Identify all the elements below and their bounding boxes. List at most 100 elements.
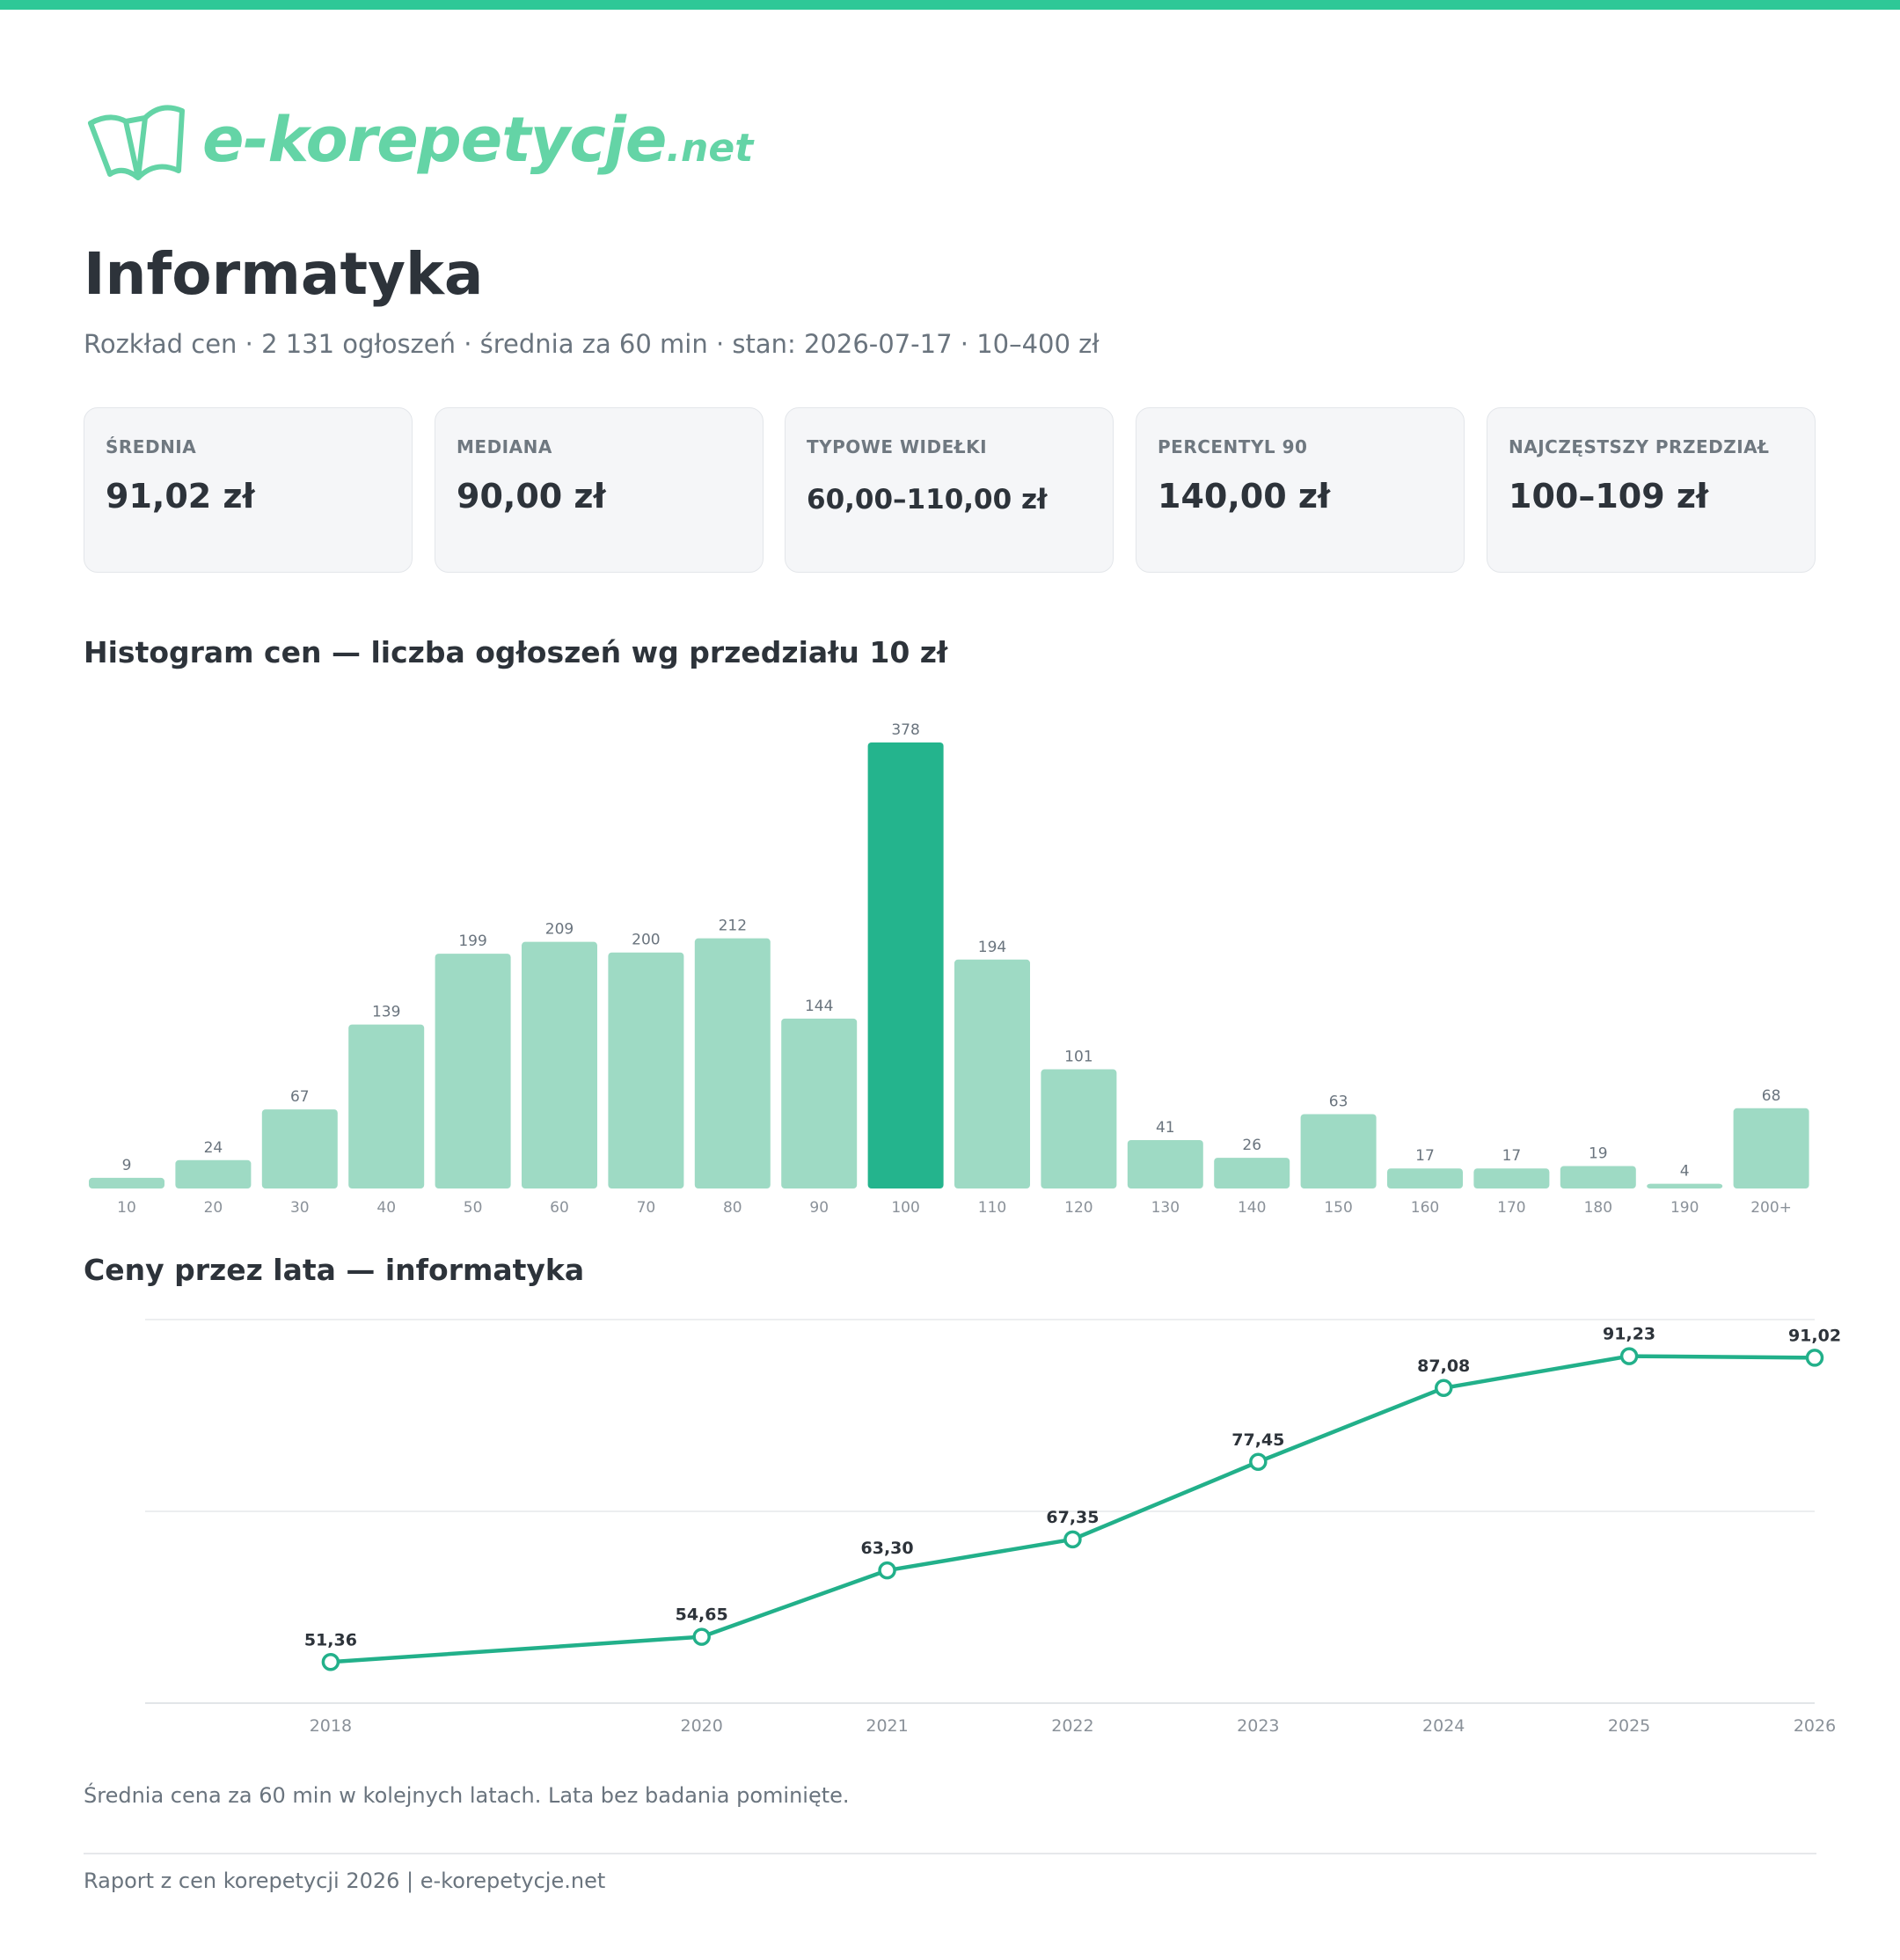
histogram-bar: [261, 1109, 338, 1188]
bar-value-label: 200: [632, 932, 660, 949]
x-tick-label: 2020: [680, 1716, 722, 1736]
page-subtitle: Rozkład cen · 2 131 ogłoszeń · średnia z…: [84, 329, 1100, 359]
data-point: [1619, 1347, 1639, 1365]
chart-caption: Średnia cena za 60 min w kolejnych latac…: [84, 1783, 850, 1808]
stat-label: NAJCZĘSTSZY PRZEDZIAŁ: [1509, 436, 1770, 457]
data-point: [1249, 1452, 1268, 1472]
point-value-label: 54,65: [676, 1605, 728, 1625]
histogram-bar: [1041, 1069, 1117, 1188]
footer-divider: [84, 1853, 1816, 1854]
bar-value-label: 26: [1242, 1137, 1261, 1154]
point-value-label: 91,23: [1603, 1325, 1655, 1344]
stat-value: 100–109 zł: [1509, 477, 1709, 516]
bar-value-label: 4: [1680, 1163, 1690, 1181]
bar-value-label: 24: [204, 1139, 223, 1157]
x-tick-label: 70: [637, 1199, 656, 1217]
histogram-bar: [1387, 1168, 1463, 1188]
x-tick-label: 2025: [1608, 1716, 1650, 1736]
x-tick-label: 90: [809, 1199, 829, 1217]
x-tick-label: 2021: [866, 1716, 908, 1736]
x-tick-label: 120: [1064, 1199, 1092, 1217]
stat-card-median: MEDIANA 90,00 zł: [435, 407, 764, 573]
histogram-title: Histogram cen — liczba ogłoszeń wg przed…: [84, 635, 948, 669]
stat-card-most-common-range: NAJCZĘSTSZY PRZEDZIAŁ 100–109 zł: [1487, 407, 1816, 573]
bar-value-label: 199: [458, 932, 486, 950]
stat-label: TYPOWE WIDEŁKI: [807, 436, 988, 457]
histogram-bar: [867, 742, 944, 1188]
stat-value: 90,00 zł: [457, 477, 606, 516]
stat-card-typical-range: TYPOWE WIDEŁKI 60,00–110,00 zł: [785, 407, 1114, 573]
bar-value-label: 68: [1762, 1087, 1781, 1105]
x-tick-label: 180: [1584, 1199, 1612, 1217]
x-tick-label: 100: [891, 1199, 919, 1217]
brand-tld: .net: [666, 126, 754, 171]
x-tick-label: 130: [1151, 1199, 1180, 1217]
histogram-bar: [89, 1177, 164, 1188]
x-tick-label: 150: [1324, 1199, 1352, 1217]
trend-line: [330, 1354, 1816, 1664]
x-tick-label: 110: [978, 1199, 1006, 1217]
x-tick-label: 2018: [310, 1716, 352, 1736]
x-tick-label: 50: [464, 1199, 483, 1217]
report-footer: Raport z cen korepetycji 2026 | e-korepe…: [84, 1869, 606, 1893]
histogram-bar: [1214, 1158, 1290, 1188]
x-tick-label: 140: [1238, 1199, 1266, 1217]
histogram-chart: 9 10 24 20 67 30 139 40 199 50 209 60 200 70 212 80 144 9…: [89, 721, 1809, 1217]
stat-label: PERCENTYL 90: [1158, 436, 1308, 457]
stat-card-percentile-90: PERCENTYL 90 140,00 zł: [1136, 407, 1465, 573]
stat-label: ŚREDNIA: [106, 436, 197, 457]
x-tick-label: 190: [1670, 1199, 1699, 1217]
x-tick-label: 30: [290, 1199, 310, 1217]
brand-wordmark: e-korepetycje.net: [202, 104, 753, 176]
stat-card-mean: ŚREDNIA 91,02 zł: [84, 407, 413, 573]
bar-value-label: 101: [1064, 1049, 1092, 1066]
histogram-bar: [1647, 1183, 1723, 1188]
bar-value-label: 212: [719, 918, 747, 935]
histogram-bar: [954, 959, 1030, 1188]
open-book-icon: [88, 105, 185, 180]
histogram-bar: [1473, 1168, 1550, 1188]
brand-logo[interactable]: e-korepetycje.net: [84, 97, 753, 189]
trend-title: Ceny przez lata — informatyka: [84, 1253, 585, 1287]
point-value-label: 91,02: [1788, 1326, 1841, 1345]
data-point: [321, 1653, 340, 1671]
point-value-label: 77,45: [1231, 1430, 1284, 1450]
histogram-bar: [522, 941, 597, 1188]
point-value-label: 51,36: [304, 1630, 357, 1649]
x-tick-label: 2023: [1237, 1716, 1279, 1736]
stat-value: 60,00–110,00 zł: [807, 484, 1048, 516]
x-tick-label: 80: [723, 1199, 742, 1217]
page-title: Informatyka: [84, 240, 484, 308]
bar-value-label: 194: [978, 939, 1006, 956]
data-point: [1434, 1379, 1453, 1398]
histogram-bar: [1127, 1140, 1203, 1188]
histogram-bar: [435, 954, 511, 1188]
histogram-bar: [608, 952, 684, 1188]
bar-value-label: 67: [290, 1088, 310, 1106]
bar-value-label: 378: [891, 721, 919, 739]
x-tick-label: 2022: [1051, 1716, 1093, 1736]
stat-label: MEDIANA: [457, 436, 552, 457]
x-tick-label: 20: [204, 1199, 223, 1217]
x-tick-label: 10: [117, 1199, 136, 1217]
histogram-bar: [694, 938, 771, 1188]
data-point: [692, 1627, 711, 1646]
bar-value-label: 17: [1502, 1147, 1522, 1165]
stat-value: 140,00 zł: [1158, 477, 1331, 516]
histogram-bar: [781, 1018, 858, 1188]
price-trend-chart: 51,36 2018 54,65 2020 63,30 2021 67,35 2022 77,4…: [145, 1319, 1841, 1736]
x-tick-label: 2026: [1794, 1716, 1836, 1736]
data-point: [878, 1561, 896, 1580]
data-point: [1063, 1530, 1082, 1549]
bar-value-label: 9: [122, 1157, 132, 1174]
histogram-bar: [1300, 1114, 1377, 1188]
histogram-bar: [1733, 1108, 1809, 1188]
bar-value-label: 209: [545, 921, 574, 939]
x-tick-label: 2024: [1422, 1716, 1465, 1736]
brand-name: e-korepetycje: [202, 104, 667, 176]
bar-value-label: 41: [1156, 1119, 1175, 1137]
bar-value-label: 17: [1415, 1147, 1435, 1165]
bar-value-label: 19: [1589, 1145, 1608, 1163]
histogram-bar: [175, 1159, 252, 1188]
bar-value-label: 144: [805, 998, 833, 1015]
